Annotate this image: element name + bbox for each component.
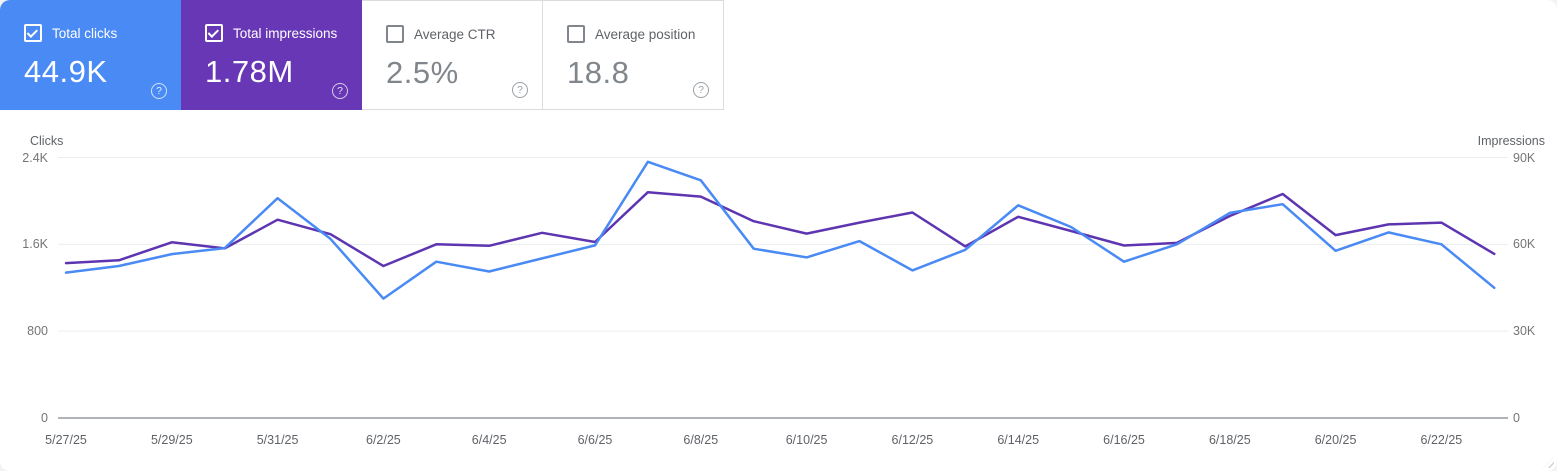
check-icon xyxy=(26,26,38,38)
card-value: 18.8 xyxy=(567,55,630,90)
card-label: Total impressions xyxy=(233,25,338,41)
x-axis-tick: 6/2/25 xyxy=(366,433,401,447)
x-axis-tick: 6/22/25 xyxy=(1420,433,1463,447)
x-axis-tick: 6/4/25 xyxy=(471,433,507,447)
impressions-line xyxy=(64,190,1496,268)
x-axis-tick: 5/29/25 xyxy=(150,433,193,447)
y-axis-right-tick: 30K xyxy=(1513,324,1536,339)
checkbox-average-position[interactable] xyxy=(567,25,585,43)
card-average-ctr[interactable]: Average CTR 2.5% ? xyxy=(362,0,543,110)
y-axis-right-tick: 0 xyxy=(1513,411,1520,425)
x-axis-tick: 6/14/25 xyxy=(997,433,1040,447)
y-axis-left-tick: 2.4K xyxy=(22,150,48,165)
x-axis-tick: 6/6/25 xyxy=(577,433,613,447)
check-icon xyxy=(207,26,219,38)
card-value: 2.5% xyxy=(386,55,459,90)
checkbox-average-ctr[interactable] xyxy=(386,25,404,43)
help-icon[interactable]: ? xyxy=(693,82,709,98)
card-label: Average position xyxy=(595,26,696,42)
x-axis-tick: 5/27/25 xyxy=(45,433,87,447)
resize-handle-icon[interactable] xyxy=(1543,457,1554,468)
metric-cards: Total clicks 44.9K ? Total impressions 1… xyxy=(0,0,724,110)
card-value: 44.9K xyxy=(24,54,108,89)
x-axis-tick: 6/8/25 xyxy=(683,433,719,447)
help-icon[interactable]: ? xyxy=(151,83,167,99)
clicks-line xyxy=(64,160,1496,300)
checkbox-total-impressions[interactable] xyxy=(205,24,223,42)
card-label: Average CTR xyxy=(414,26,496,42)
checkbox-total-clicks[interactable] xyxy=(24,24,42,42)
x-axis-tick: 5/31/25 xyxy=(256,433,299,447)
help-icon[interactable]: ? xyxy=(332,83,348,99)
y-axis-left-tick: 0 xyxy=(41,411,48,425)
card-total-impressions[interactable]: Total impressions 1.78M ? xyxy=(181,0,362,110)
left-axis-title: Clicks xyxy=(30,134,64,148)
x-axis-tick: 6/18/25 xyxy=(1208,433,1251,447)
right-axis-title: Impressions xyxy=(1477,134,1545,148)
card-total-clicks[interactable]: Total clicks 44.9K ? xyxy=(0,0,181,110)
y-axis-right-tick: 60K xyxy=(1513,237,1536,252)
card-average-position[interactable]: Average position 18.8 ? xyxy=(543,0,724,110)
card-label: Total clicks xyxy=(52,25,118,41)
card-value: 1.78M xyxy=(205,54,294,89)
x-axis-tick: 6/10/25 xyxy=(785,433,828,447)
x-axis-tick: 6/20/25 xyxy=(1314,433,1357,447)
x-axis-tick: 6/12/25 xyxy=(891,433,934,447)
help-icon[interactable]: ? xyxy=(512,82,528,98)
y-axis-left-tick: 800 xyxy=(27,324,48,339)
y-axis-right-tick: 90K xyxy=(1513,150,1536,165)
y-axis-left-tick: 1.6K xyxy=(22,237,48,252)
x-axis-tick: 6/16/25 xyxy=(1103,433,1145,447)
